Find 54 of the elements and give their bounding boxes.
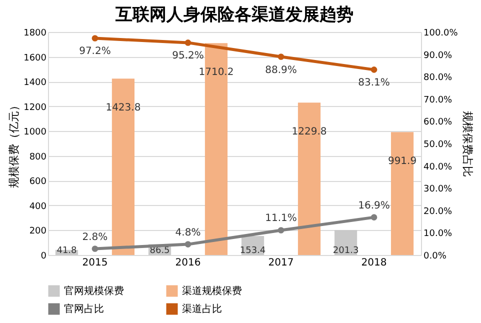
point (92, 35, 98, 42)
data-label: 11.1% (265, 213, 297, 224)
data-label: 83.1% (358, 78, 390, 89)
y-tick-label: 200 (29, 226, 47, 237)
data-label: 16.9% (358, 200, 390, 212)
y2-tick-label: 80.0% (424, 73, 453, 84)
point (92, 246, 98, 252)
y-tick-label: 0 (40, 252, 47, 262)
y-tick-label: 400 (29, 202, 47, 212)
point (184, 40, 192, 46)
y-tick-label: 1600 (24, 53, 47, 64)
point (184, 241, 192, 248)
data-label: 2.8% (82, 232, 108, 243)
y2-tick-label: 20.0% (424, 206, 453, 217)
y2-tick-label: 100.0% (424, 28, 458, 38)
y2-tick-label: 0.0% (424, 252, 447, 262)
y2-tick-label: 40.0% (424, 162, 453, 172)
y2-tick-label: 50.0% (424, 140, 453, 150)
point (370, 214, 378, 220)
y-tick-label: 1800 (24, 28, 47, 38)
y2-tick-label: 60.0% (424, 118, 453, 128)
y2-tick-label: 70.0% (424, 95, 453, 106)
legend-label: 官网占比 (64, 303, 104, 315)
y-tick-label: 1000 (24, 128, 47, 138)
y-axis-title: 规模保费（亿元） (8, 100, 21, 188)
x-tick-label: 2018 (361, 258, 387, 268)
data-label: 88.9% (265, 64, 297, 76)
y-tick-label: 800 (29, 152, 47, 162)
y2-tick-label: 30.0% (424, 184, 453, 195)
bar (390, 132, 414, 255)
data-label: 1423.8 (106, 102, 141, 114)
point (278, 54, 284, 60)
y-tick-label: 1200 (24, 102, 47, 113)
x-tick-label: 2016 (175, 258, 201, 268)
y2-tick-label: 90.0% (424, 50, 453, 61)
legend-label: 渠道规模保费 (182, 285, 242, 297)
x-tick-label: 2015 (82, 258, 108, 268)
y-tick-label: 600 (29, 177, 47, 188)
data-label: 153.4 (240, 246, 266, 256)
y-tick-label: 1400 (24, 78, 47, 88)
legend-label: 渠道占比 (182, 303, 222, 315)
y2-tick-label: 10.0% (424, 229, 453, 240)
y2-axis-title: 规模保费占比 (460, 111, 474, 177)
chart-title: 互联网人身保险各渠道发展趋势 (114, 5, 354, 25)
data-label: 201.3 (332, 246, 359, 256)
point (278, 227, 284, 234)
data-label: 1229.8 (292, 126, 327, 138)
data-label: 4.8% (175, 227, 201, 238)
point (370, 66, 378, 73)
data-label: 41.8 (56, 246, 78, 256)
data-label: 95.2% (172, 50, 204, 62)
legend-label: 官网规模保费 (64, 285, 124, 297)
x-tick-label: 2017 (268, 258, 294, 268)
data-label: 97.2% (79, 46, 111, 58)
